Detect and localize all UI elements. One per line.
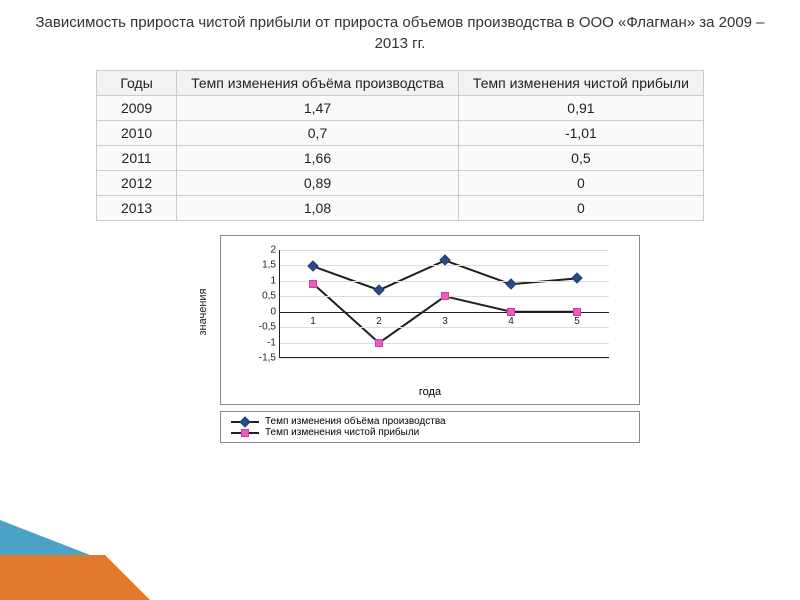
- header-volume: Темп изменения объёма производства: [177, 71, 459, 96]
- table-row: 20091,470,91: [97, 96, 704, 121]
- legend-item: Темп изменения чистой прибыли: [231, 427, 629, 438]
- page-title: Зависимость прироста чистой прибыли от п…: [0, 0, 800, 70]
- table-row: 20100,7-1,01: [97, 121, 704, 146]
- legend-item: Темп изменения объёма производства: [231, 416, 629, 427]
- legend-label: Темп изменения объёма производства: [265, 416, 446, 427]
- legend-swatch-icon: [231, 432, 259, 434]
- table-body: 20091,470,91 20100,7-1,01 20111,660,5 20…: [97, 96, 704, 221]
- header-years: Годы: [97, 71, 177, 96]
- table-row: 20120,890: [97, 171, 704, 196]
- x-axis-label: года: [231, 386, 629, 398]
- chart-container: значения -1,5-1-0,500,511,5212345 года Т…: [220, 235, 640, 443]
- legend-label: Темп изменения чистой прибыли: [265, 427, 419, 438]
- header-profit: Темп изменения чистой прибыли: [458, 71, 703, 96]
- legend: Темп изменения объёма производства Темп …: [220, 411, 640, 443]
- corner-decoration-icon: [0, 490, 150, 600]
- legend-swatch-icon: [231, 421, 259, 423]
- table-row: 20111,660,5: [97, 146, 704, 171]
- data-table: Годы Темп изменения объёма производства …: [96, 70, 704, 221]
- y-axis-label: значения: [197, 288, 209, 335]
- plot-area: -1,5-1-0,500,511,5212345: [279, 250, 609, 358]
- table-row: 20131,080: [97, 196, 704, 221]
